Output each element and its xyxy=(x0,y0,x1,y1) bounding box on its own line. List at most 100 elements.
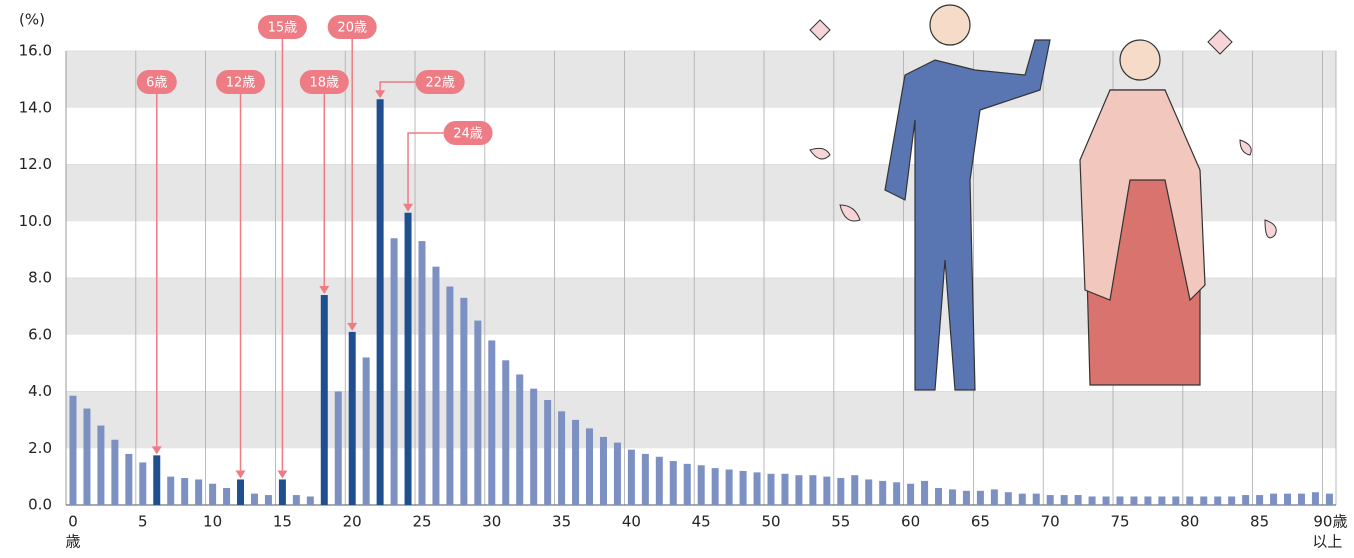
x-tick-label: 15 xyxy=(273,513,292,531)
annotation-arrow xyxy=(277,470,288,479)
bar xyxy=(711,468,719,505)
grid-band xyxy=(66,391,1336,449)
bar xyxy=(404,212,412,506)
x-tick-label: 5 xyxy=(138,513,148,531)
bar xyxy=(865,479,873,505)
illustration xyxy=(809,4,1277,391)
y-tick-label: 8.0 xyxy=(28,269,52,287)
figure-kimono xyxy=(1079,89,1206,302)
bar xyxy=(962,490,970,505)
annotation-arrow xyxy=(347,322,358,331)
annotation-line xyxy=(379,81,416,93)
x-tick-label: 25 xyxy=(412,513,431,531)
bar xyxy=(1018,493,1026,505)
bar xyxy=(1172,496,1180,505)
annotation-pill xyxy=(443,121,493,145)
bar xyxy=(1311,492,1319,505)
annotation-label: 6歳 xyxy=(146,76,167,91)
y-tick-label: 0.0 xyxy=(28,496,52,514)
bar xyxy=(1060,495,1068,505)
bar xyxy=(948,489,956,505)
bar xyxy=(1297,493,1305,505)
x-tick-label: 10 xyxy=(203,513,222,531)
bar xyxy=(1242,495,1250,505)
bar xyxy=(111,439,119,505)
petals xyxy=(809,19,1277,239)
bar xyxy=(97,425,105,505)
bar xyxy=(599,436,607,505)
bar xyxy=(1325,493,1333,505)
bar xyxy=(250,493,258,505)
bar xyxy=(153,455,161,505)
bar xyxy=(976,490,984,505)
bar xyxy=(348,331,356,505)
bar xyxy=(879,480,887,505)
bar xyxy=(418,241,426,506)
bar xyxy=(516,374,524,505)
bar xyxy=(655,456,663,505)
y-tick-label: 2.0 xyxy=(28,439,52,457)
bar xyxy=(544,400,552,505)
bar xyxy=(320,295,328,505)
x-end-note: 以上 xyxy=(1312,533,1342,551)
bar xyxy=(1284,493,1292,505)
bar xyxy=(195,479,203,505)
x-tick-label: 90歳 xyxy=(1313,513,1347,531)
bar xyxy=(753,472,761,505)
x-tick-label: 80 xyxy=(1180,513,1199,531)
bar xyxy=(334,391,342,505)
bar xyxy=(1074,495,1082,505)
bar xyxy=(669,461,677,505)
bar xyxy=(1032,493,1040,505)
annotation-label: 12歳 xyxy=(226,76,256,91)
bar xyxy=(306,496,314,505)
annotation-pill xyxy=(216,70,266,94)
bar xyxy=(502,360,510,505)
bar xyxy=(795,475,803,505)
annotation-pill xyxy=(136,70,177,94)
bar xyxy=(390,238,398,505)
annotation-arrow xyxy=(151,446,162,455)
bar xyxy=(907,483,915,505)
figure-head xyxy=(1119,39,1161,81)
bar xyxy=(697,465,705,505)
bar xyxy=(181,478,189,505)
bar xyxy=(1186,496,1194,505)
bar xyxy=(1158,496,1166,505)
y-unit: (%) xyxy=(19,11,45,29)
figure-head xyxy=(929,4,971,46)
bar xyxy=(223,487,231,505)
bar xyxy=(474,320,482,505)
annotation-label: 15歳 xyxy=(268,21,298,36)
bar xyxy=(125,453,133,505)
x-tick-label: 70 xyxy=(1041,513,1060,531)
x-tick-label: 85 xyxy=(1250,513,1269,531)
x-tick-label: 30 xyxy=(482,513,501,531)
x-tick-label: 50 xyxy=(761,513,780,531)
annotation-label: 20歳 xyxy=(337,21,367,36)
annotation-line xyxy=(407,132,444,206)
bar xyxy=(1144,496,1152,505)
bar xyxy=(990,489,998,505)
bar xyxy=(1130,496,1138,505)
bar xyxy=(278,479,286,505)
bar xyxy=(139,462,147,505)
y-tick-label: 16.0 xyxy=(19,42,52,60)
bar xyxy=(739,470,747,505)
annotation-label: 24歳 xyxy=(453,127,483,142)
annotation-arrow xyxy=(319,286,330,295)
bar xyxy=(1228,496,1236,505)
bar xyxy=(376,99,384,506)
bar xyxy=(851,475,859,505)
bar xyxy=(1200,496,1208,505)
bar xyxy=(1004,492,1012,505)
x-tick-label: 45 xyxy=(692,513,711,531)
y-tick-label: 10.0 xyxy=(19,212,52,230)
figure-man xyxy=(884,39,1051,391)
bar xyxy=(488,340,496,505)
bar xyxy=(586,428,594,505)
bar xyxy=(432,266,440,505)
x-tick-label: 40 xyxy=(622,513,641,531)
bar xyxy=(921,480,929,505)
